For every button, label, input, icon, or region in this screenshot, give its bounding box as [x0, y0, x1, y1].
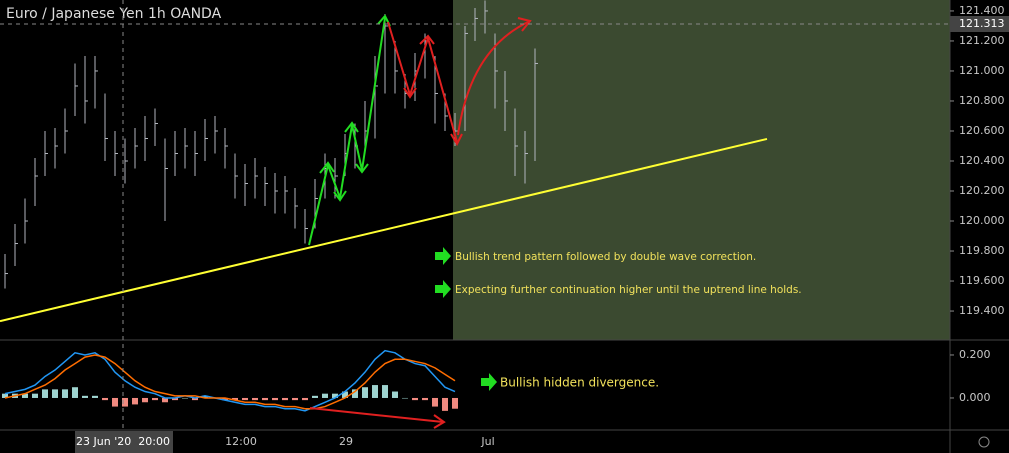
histogram-bar [252, 397, 258, 401]
y-tick-label: 0.200 [959, 348, 991, 361]
crosshair-x-label: 23 Jun '20 20:00 [76, 435, 170, 448]
histogram-bar [22, 393, 28, 398]
crosshair-y-box [950, 16, 1009, 33]
histogram-bar [332, 393, 338, 398]
chart-title: Euro / Japanese Yen 1h OANDA [6, 6, 222, 22]
price-layer [0, 0, 768, 323]
histogram-bar [202, 395, 208, 398]
histogram-bar [432, 397, 438, 407]
histogram-bar [412, 397, 418, 401]
histogram-bar [52, 389, 58, 398]
histogram-bar [342, 391, 348, 398]
histogram-bar [312, 395, 318, 398]
histogram-bar [422, 397, 428, 401]
y-tick-label: 121.200 [959, 34, 1005, 47]
note-icons [435, 247, 497, 391]
histogram-bar [102, 397, 108, 401]
y-tick-label: 119.800 [959, 244, 1005, 257]
histogram-bar [192, 397, 198, 401]
histogram-bar [282, 397, 288, 401]
y-tick-label: 120.400 [959, 154, 1005, 167]
histogram-bar [362, 387, 368, 398]
histogram-bar [152, 397, 158, 401]
y-tick-label: 120.600 [959, 124, 1005, 137]
y-tick-label: 121.000 [959, 64, 1005, 77]
histogram-bar [2, 393, 8, 398]
histogram-bar [72, 387, 78, 398]
zone-layer [453, 0, 950, 340]
y-tick-label: 120.000 [959, 214, 1005, 227]
indicator-line [4, 354, 456, 410]
histogram-bar [272, 397, 278, 401]
y-tick-label: 119.600 [959, 274, 1005, 287]
histogram-bar [372, 385, 378, 398]
histogram-bar [402, 397, 408, 399]
y-tick-label: 120.800 [959, 94, 1005, 107]
histogram-bar [92, 395, 98, 398]
settings-icon[interactable] [978, 436, 990, 448]
crosshair-x-box [75, 431, 173, 453]
histogram-bar [182, 397, 188, 399]
trendline [0, 137, 768, 323]
crosshair-y-label: 121.313 [959, 17, 1005, 30]
x-tick-label: 29 [339, 435, 353, 448]
histogram-bar [222, 397, 228, 401]
histogram-bar [242, 397, 248, 401]
indicator-layer [2, 349, 458, 412]
note: Bullish trend pattern followed by double… [455, 251, 756, 263]
histogram-bar [352, 389, 358, 398]
histogram-bar [172, 397, 178, 401]
histogram-bar [132, 397, 138, 405]
histogram-bar [82, 395, 88, 398]
histogram-bar [292, 397, 298, 401]
y-tick-label: 0.000 [959, 391, 991, 404]
x-tick-label: Jul [480, 435, 494, 448]
histogram-bar [392, 391, 398, 398]
histogram-bar [262, 397, 268, 401]
histogram-bar [322, 393, 328, 398]
x-tick-label: 12:00 [225, 435, 257, 448]
histogram-bar [442, 397, 448, 411]
green-arrows [308, 14, 391, 246]
zone [453, 0, 950, 340]
indicator-line [4, 349, 456, 412]
histogram-bar [62, 389, 68, 398]
y-tick-label: 121.400 [959, 4, 1005, 17]
histogram-bar [142, 397, 148, 403]
y-tick-label: 119.400 [959, 304, 1005, 317]
histogram-bar [382, 385, 388, 398]
red-arrows [309, 17, 532, 429]
note: Bullish hidden divergence. [500, 376, 659, 390]
histogram-bar [302, 397, 308, 401]
histogram-bar [112, 397, 118, 407]
histogram-bar [452, 397, 458, 409]
y-tick-label: 120.200 [959, 184, 1005, 197]
histogram-bar [162, 397, 168, 403]
histogram-bar [32, 393, 38, 398]
note: Expecting further continuation higher un… [455, 284, 802, 296]
histogram-bar [42, 389, 48, 398]
histogram-bar [122, 397, 128, 407]
histogram-bar [232, 397, 238, 401]
